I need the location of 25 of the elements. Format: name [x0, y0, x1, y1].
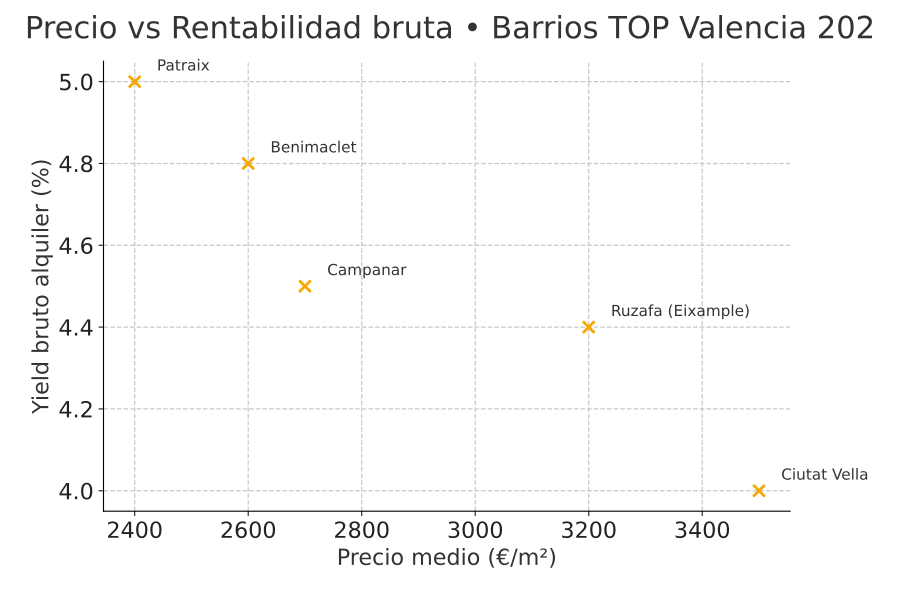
annotation: Ruzafa (Eixample)	[612, 304, 749, 320]
point	[582, 320, 596, 334]
y-tick-label: 4.8	[60, 155, 92, 172]
point	[298, 279, 312, 294]
annotation: Patraix	[158, 58, 210, 71]
point	[128, 74, 142, 89]
y-tick-label: 5.0	[60, 74, 92, 90]
x-tick-label: 2600	[222, 521, 276, 538]
annotation: Benimaclet	[272, 140, 356, 153]
x-tick-label: 3200	[562, 521, 616, 538]
y-tick-label: 4.0	[60, 482, 92, 500]
x-tick-label: 3000	[448, 521, 502, 538]
x-axis-title: Precio medio (€/m²)	[338, 548, 556, 568]
y-tick-label: 4.2	[60, 400, 92, 418]
x-tick-label: 2400	[108, 521, 162, 538]
x-tick-label: 3400	[676, 521, 730, 538]
annotation: Ciutat Vella	[782, 468, 868, 480]
chart-title: Precio vs Rentabilidad bruta • Barrios TOP Valencia 202	[28, 15, 872, 39]
y-axis-title: Yield bruto alquiler (%)	[31, 160, 53, 414]
y-tick-label: 4.6	[60, 237, 92, 254]
y-tick-label: 4.4	[60, 319, 93, 336]
point	[241, 156, 256, 171]
x-tick-label: 2800	[335, 521, 389, 538]
point	[752, 484, 766, 498]
annotation: Campanar	[328, 264, 406, 278]
